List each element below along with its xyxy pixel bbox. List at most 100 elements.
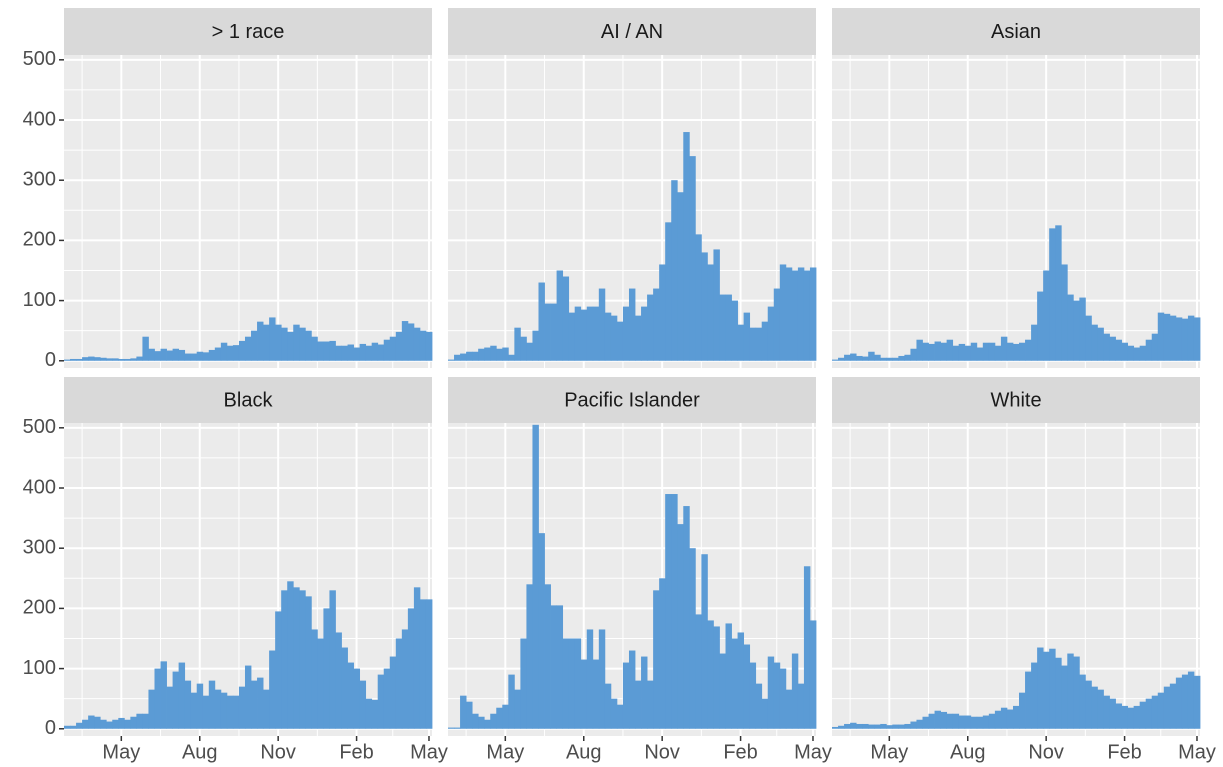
bar — [1000, 336, 1008, 361]
bar — [916, 719, 923, 729]
bar — [809, 620, 817, 729]
bar — [347, 662, 354, 729]
bar — [1019, 692, 1026, 729]
bar — [665, 222, 672, 361]
bar — [779, 668, 787, 729]
bar — [946, 713, 954, 729]
bar — [526, 584, 533, 729]
strip — [64, 377, 432, 423]
bar — [647, 680, 654, 729]
bar — [1097, 689, 1104, 729]
y-tick-label: 0 — [45, 717, 56, 739]
bar — [365, 698, 373, 729]
bar — [148, 689, 155, 729]
bar — [779, 264, 787, 361]
bar — [508, 354, 515, 361]
facet-title: AI / AN — [601, 21, 663, 43]
bar — [761, 321, 769, 361]
x-tick-label: May — [102, 741, 140, 763]
bar — [88, 356, 95, 361]
bar — [1025, 339, 1032, 361]
facet-title: White — [990, 389, 1041, 411]
bar — [862, 356, 869, 361]
x-tick-label: Aug — [566, 741, 602, 763]
bar — [395, 331, 403, 361]
bar — [508, 674, 515, 729]
bar — [1043, 270, 1050, 361]
bar — [88, 715, 95, 729]
bar — [707, 264, 714, 361]
bar — [371, 699, 379, 729]
bar — [1073, 656, 1080, 729]
bar — [898, 724, 905, 729]
bar — [970, 342, 978, 361]
bar — [550, 303, 557, 361]
bar — [148, 348, 155, 361]
bar — [844, 723, 851, 729]
bar — [538, 533, 545, 729]
bar — [460, 695, 467, 729]
bar — [1049, 228, 1056, 361]
bar — [1025, 671, 1032, 729]
bar — [886, 357, 893, 361]
bar — [1061, 665, 1068, 729]
bar — [484, 719, 491, 729]
bar — [407, 323, 415, 361]
bar — [785, 689, 793, 729]
bar — [743, 644, 751, 729]
bar — [874, 724, 881, 729]
bar — [1067, 653, 1074, 729]
bar — [677, 524, 684, 729]
bar — [1061, 264, 1068, 361]
bar — [604, 312, 612, 361]
bar — [1019, 342, 1026, 361]
bar — [329, 340, 336, 361]
bar — [532, 330, 539, 361]
bar — [94, 716, 101, 729]
bar — [910, 348, 917, 361]
bar — [1012, 343, 1020, 361]
bar — [556, 270, 564, 361]
bar — [401, 321, 409, 361]
bar — [1151, 333, 1159, 361]
bar — [562, 638, 570, 729]
bar — [586, 306, 594, 361]
bar — [797, 683, 805, 729]
bar — [838, 725, 845, 729]
y-tick-label: 300 — [23, 168, 56, 190]
bar — [725, 294, 732, 361]
bar — [958, 343, 966, 361]
bar — [767, 306, 775, 361]
bar — [142, 713, 149, 729]
bar — [755, 683, 763, 729]
bar — [323, 608, 330, 729]
bar — [425, 599, 433, 729]
bar — [490, 713, 497, 729]
x-tick-label: Aug — [182, 741, 218, 763]
bar — [749, 327, 757, 361]
bar — [622, 662, 630, 729]
bar — [232, 695, 240, 729]
bar — [341, 345, 348, 361]
bar — [940, 711, 948, 729]
bar — [293, 587, 300, 729]
bar — [641, 306, 648, 361]
bar — [1037, 647, 1044, 729]
bar — [124, 719, 131, 729]
bar — [353, 347, 361, 361]
bar — [737, 632, 745, 729]
bar — [574, 306, 582, 361]
bar — [502, 347, 509, 361]
bar — [208, 349, 216, 361]
bar — [269, 317, 276, 361]
bar — [275, 324, 282, 361]
bar — [1133, 347, 1141, 361]
bar — [1031, 662, 1038, 729]
strip — [64, 8, 432, 55]
bar — [112, 358, 119, 361]
bar — [299, 327, 306, 361]
bar — [520, 336, 527, 361]
bar — [592, 306, 600, 361]
bar — [616, 704, 624, 729]
bar — [916, 339, 923, 361]
